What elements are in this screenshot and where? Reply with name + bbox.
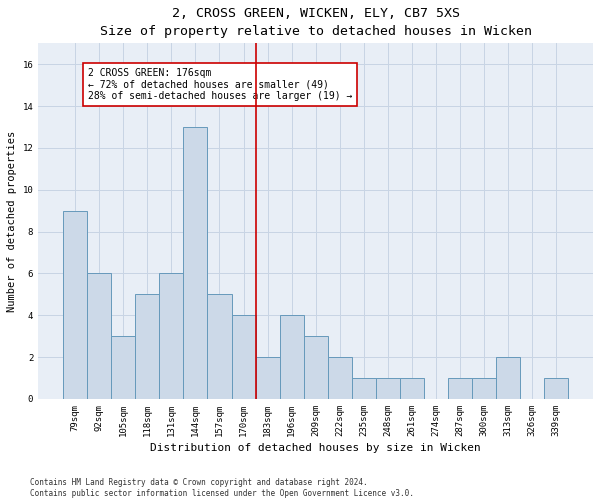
Bar: [112, 336, 136, 399]
Y-axis label: Number of detached properties: Number of detached properties: [7, 130, 17, 312]
Bar: [64, 210, 88, 399]
Bar: [232, 316, 256, 399]
Bar: [496, 357, 520, 399]
X-axis label: Distribution of detached houses by size in Wicken: Distribution of detached houses by size …: [150, 443, 481, 453]
Title: 2, CROSS GREEN, WICKEN, ELY, CB7 5XS
Size of property relative to detached house: 2, CROSS GREEN, WICKEN, ELY, CB7 5XS Siz…: [100, 7, 532, 38]
Bar: [184, 127, 208, 399]
Bar: [280, 316, 304, 399]
Bar: [472, 378, 496, 399]
Text: Contains HM Land Registry data © Crown copyright and database right 2024.
Contai: Contains HM Land Registry data © Crown c…: [30, 478, 414, 498]
Bar: [328, 357, 352, 399]
Text: 2 CROSS GREEN: 176sqm
← 72% of detached houses are smaller (49)
28% of semi-deta: 2 CROSS GREEN: 176sqm ← 72% of detached …: [88, 68, 352, 102]
Bar: [256, 357, 280, 399]
Bar: [160, 274, 184, 399]
Bar: [400, 378, 424, 399]
Bar: [352, 378, 376, 399]
Bar: [448, 378, 472, 399]
Bar: [376, 378, 400, 399]
Bar: [208, 294, 232, 399]
Bar: [544, 378, 568, 399]
Bar: [304, 336, 328, 399]
Bar: [136, 294, 160, 399]
Bar: [88, 274, 112, 399]
